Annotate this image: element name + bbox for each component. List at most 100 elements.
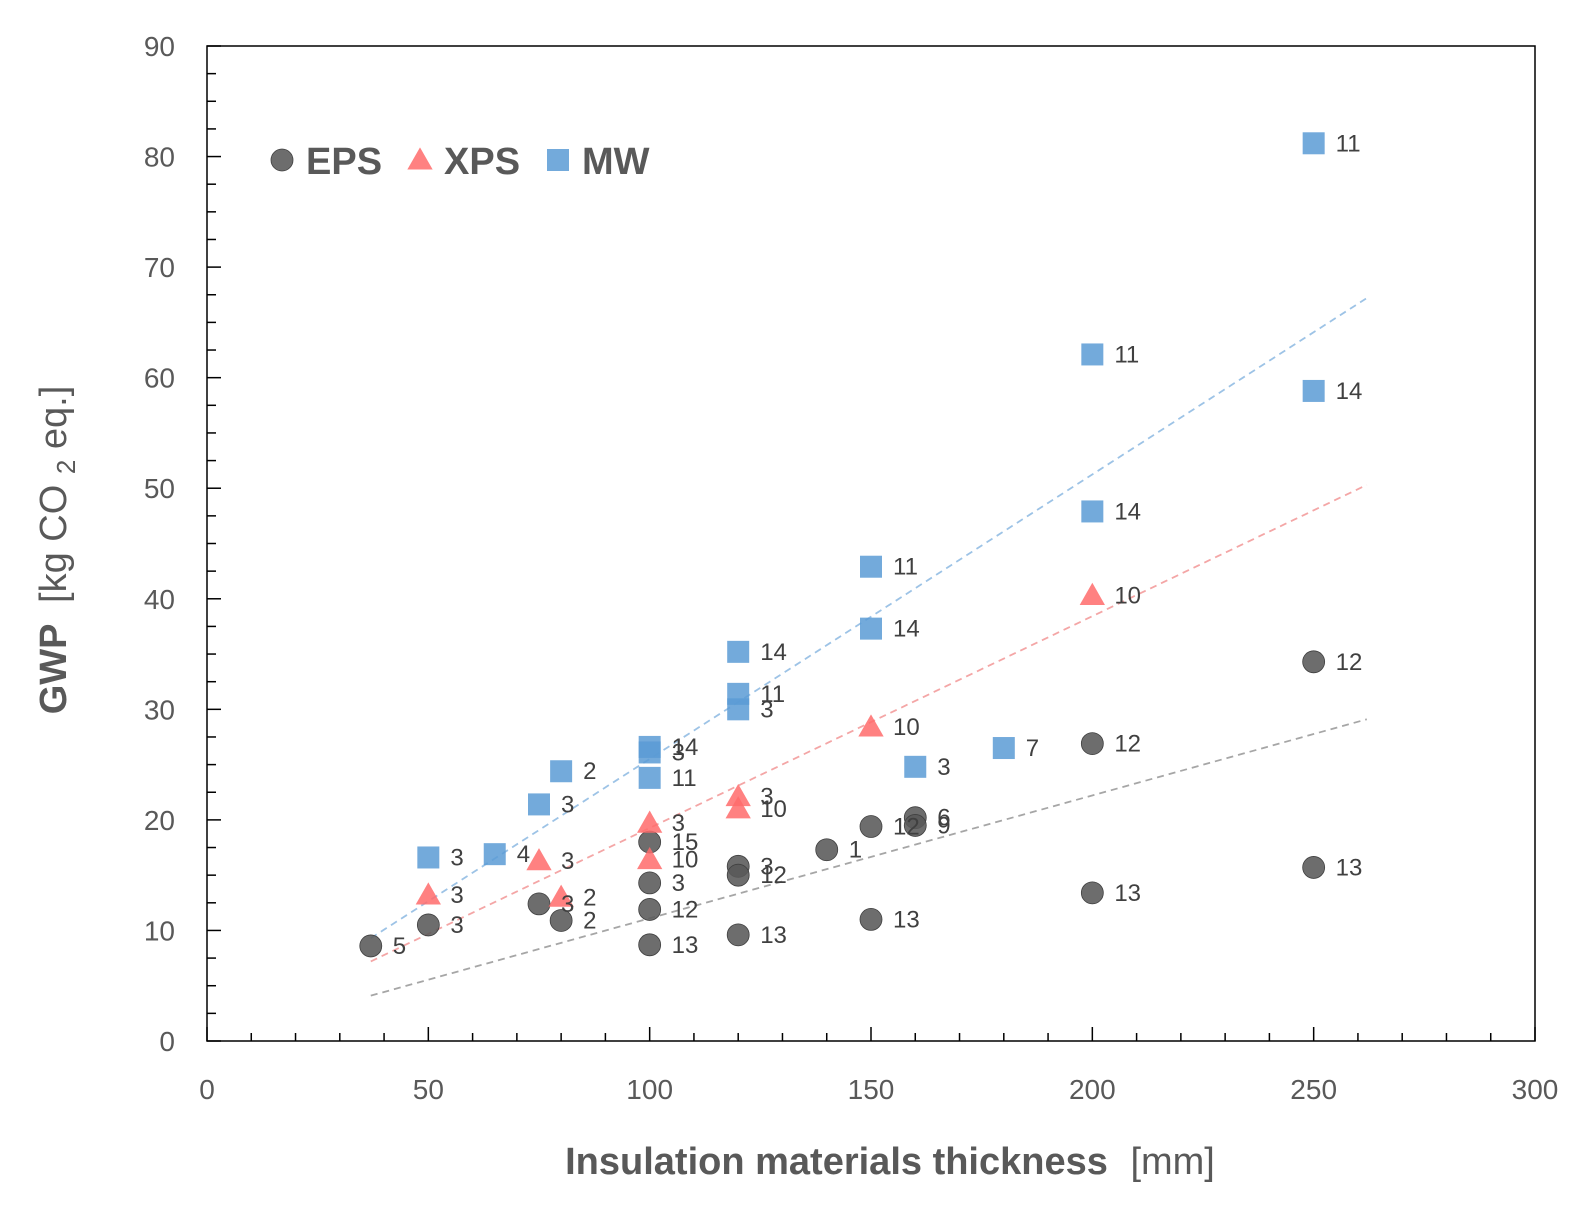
y-axis-title-unit-post: eq.] — [33, 386, 75, 449]
mw-point-label: 14 — [672, 734, 699, 761]
x-tick-label: 100 — [626, 1074, 673, 1105]
xps-point-label: 3 — [561, 848, 574, 875]
eps-point-label: 3 — [672, 870, 685, 897]
eps-point-label: 13 — [672, 932, 699, 959]
plot-area-frame — [206, 45, 1536, 1042]
eps-point-label: 12 — [1336, 649, 1363, 676]
y-tick-label: 10 — [144, 915, 175, 946]
mw-point — [992, 737, 1015, 760]
legend-label-mw: MW — [582, 141, 650, 183]
x-tick-label: 150 — [848, 1074, 895, 1105]
eps-point-label: 2 — [583, 907, 596, 934]
eps-point — [359, 934, 383, 958]
eps-point-label: 1 — [849, 837, 862, 864]
mw-point-label: 14 — [760, 639, 787, 666]
legend-marker-mw — [547, 149, 569, 171]
xps-point-label: 10 — [893, 714, 920, 741]
y-tick-label: 30 — [144, 694, 175, 725]
mw-point — [1081, 343, 1104, 366]
y-tick-label: 50 — [144, 473, 175, 504]
mw-point — [638, 766, 661, 789]
mw-point — [483, 843, 506, 866]
eps-point — [1302, 650, 1326, 674]
eps-point — [638, 933, 662, 957]
mw-point-label: 14 — [893, 616, 920, 643]
legend-label-xps: XPS — [444, 141, 520, 183]
eps-point-label: 12 — [1114, 731, 1141, 758]
eps-point-label: 13 — [893, 906, 920, 933]
mw-point — [860, 617, 882, 640]
eps-point — [638, 871, 662, 895]
x-tick-label: 200 — [1069, 1074, 1116, 1105]
eps-point — [416, 913, 440, 937]
eps-point — [1302, 856, 1326, 879]
axis-ticks — [206, 45, 1536, 1042]
mw-point — [860, 555, 882, 578]
mw-point — [417, 846, 440, 869]
mw-point — [1081, 500, 1104, 523]
eps-point-label: 15 — [672, 829, 699, 856]
eps-point — [1080, 732, 1104, 756]
legend: EPS XPS MW — [270, 141, 650, 183]
mw-point — [1302, 132, 1325, 155]
y-axis-title-unit-sub: 2 — [51, 460, 81, 474]
mw-point-label: 11 — [1336, 130, 1361, 157]
eps-point-label: 3 — [760, 853, 773, 880]
eps-point-label: 6 — [937, 805, 950, 832]
eps-point-label: 12 — [760, 862, 787, 889]
eps-point — [859, 907, 883, 931]
xps-point — [637, 810, 663, 833]
mw-point-label: 11 — [893, 554, 918, 581]
mw-point-label: 7 — [1026, 735, 1039, 762]
eps-point-label: 13 — [1114, 880, 1141, 907]
y-axis-title: GWP [kg CO 2 eq.] — [33, 386, 84, 715]
xps-point — [858, 714, 884, 737]
mw-point — [1302, 379, 1325, 402]
mw-point-label: 3 — [450, 844, 463, 871]
eps-point-label: 12 — [893, 814, 920, 841]
legend-marker-xps — [407, 147, 433, 170]
mw-point — [528, 793, 550, 816]
legend-label-eps: EPS — [306, 141, 382, 183]
eps-point — [726, 923, 750, 947]
eps-point — [903, 814, 927, 837]
eps-point — [527, 892, 551, 916]
mw-point-label: 3 — [672, 739, 685, 766]
xps-point — [637, 847, 663, 870]
mw-point-label: 2 — [583, 758, 596, 785]
eps-point-label: 9 — [937, 812, 950, 839]
eps-point — [859, 815, 883, 838]
x-tick-label: 300 — [1512, 1074, 1559, 1105]
mw-point-label: 14 — [1336, 378, 1363, 405]
trendlines — [370, 297, 1368, 997]
y-tick-label: 80 — [144, 142, 175, 173]
y-tick-label: 0 — [159, 1026, 175, 1057]
xps-point-label: 10 — [672, 847, 699, 874]
mw-point-label: 4 — [517, 841, 530, 868]
xps-point-label: 10 — [760, 796, 787, 823]
mw-point — [550, 760, 573, 783]
mw-point-label: 3 — [760, 696, 773, 723]
mw-point — [904, 755, 927, 778]
eps-point — [1080, 881, 1104, 905]
mw-point-label: 11 — [760, 681, 785, 708]
mw-point — [727, 698, 750, 721]
x-tick-label: 250 — [1290, 1074, 1337, 1105]
x-tick-label: 0 — [199, 1074, 215, 1105]
eps-point-label: 3 — [450, 912, 463, 939]
x-axis-title-main: Insulation materials thickness — [565, 1141, 1108, 1183]
y-tick-label: 20 — [144, 805, 175, 836]
xps-point-label: 10 — [1114, 582, 1141, 609]
xps-point-label: 2 — [583, 884, 596, 911]
trendline-eps — [370, 718, 1368, 997]
mw-point-label: 11 — [1114, 341, 1139, 368]
x-axis-title: Insulation materials thickness [mm] — [565, 1141, 1215, 1183]
xps-point — [415, 882, 441, 905]
eps-point — [815, 838, 839, 862]
data-point-labels: 5332153121331213112136912131213332310310… — [393, 130, 1363, 960]
eps-point-label: 3 — [561, 891, 574, 918]
eps-point-label: 5 — [393, 933, 406, 960]
eps-point — [549, 909, 573, 932]
